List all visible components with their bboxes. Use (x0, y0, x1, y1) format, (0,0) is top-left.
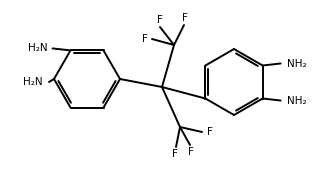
Text: F: F (142, 34, 148, 44)
Text: NH₂: NH₂ (287, 96, 307, 105)
Text: F: F (157, 15, 163, 25)
Text: F: F (182, 13, 188, 23)
Text: NH₂: NH₂ (287, 58, 307, 69)
Text: F: F (207, 127, 213, 137)
Text: H₂N: H₂N (23, 77, 43, 87)
Text: H₂N: H₂N (28, 43, 47, 53)
Text: F: F (172, 149, 178, 159)
Text: F: F (188, 147, 194, 157)
